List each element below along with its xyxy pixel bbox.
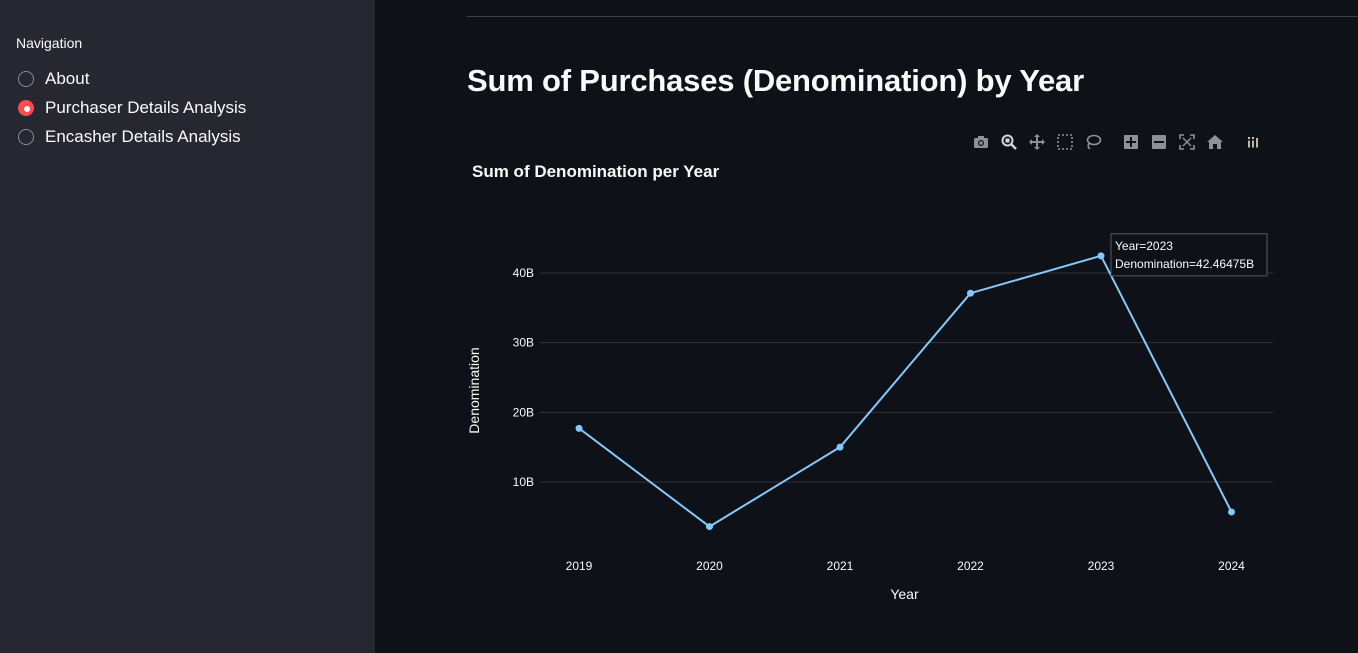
divider <box>467 16 1358 17</box>
chart-plot-area[interactable]: 10B 20B 30B 40B 2019 2020 2021 2022 2023 2024 Year… <box>467 150 1277 620</box>
nav-option-label: Encasher Details Analysis <box>45 127 241 146</box>
nav-option-encasher-details[interactable]: Encasher Details Analysis <box>18 127 241 147</box>
zoom-out-icon[interactable] <box>1148 131 1170 153</box>
nav-option-about[interactable]: About <box>18 69 89 89</box>
radio-encasher-details[interactable] <box>18 129 34 145</box>
radio-purchaser-details[interactable] <box>18 100 34 116</box>
x-axis-title: Year <box>890 586 919 602</box>
y-tick-label: 30B <box>513 336 534 350</box>
pan-icon[interactable] <box>1026 131 1048 153</box>
series-line[interactable] <box>578 254 1233 528</box>
page-title: Sum of Purchases (Denomination) by Year <box>467 63 1084 98</box>
zoom-icon[interactable] <box>998 131 1020 153</box>
zoom-in-icon[interactable] <box>1120 131 1142 153</box>
nav-option-label: About <box>45 69 90 88</box>
data-point[interactable] <box>706 523 713 531</box>
x-tick-label: 2019 <box>566 559 593 573</box>
chart-title: Sum of Denomination per Year <box>472 162 720 181</box>
data-point[interactable] <box>575 424 583 432</box>
chart-modebar <box>970 131 1270 153</box>
y-tick-label: 40B <box>513 266 534 280</box>
tooltip-line-2: Denomination=42.46475B <box>1115 257 1254 271</box>
x-tick-label: 2022 <box>957 559 984 573</box>
sidebar: Navigation About Purchaser Details Analy… <box>0 0 375 653</box>
x-tick-label: 2021 <box>827 559 854 573</box>
radio-about[interactable] <box>18 71 34 87</box>
autoscale-icon[interactable] <box>1176 131 1198 153</box>
data-point[interactable] <box>1228 508 1235 516</box>
nav-option-purchaser-details[interactable]: Purchaser Details Analysis <box>18 98 246 118</box>
nav-title: Navigation <box>16 35 83 51</box>
tooltip-line-1: Year=2023 <box>1115 239 1173 253</box>
reset-axes-icon[interactable] <box>1204 131 1226 153</box>
nav-option-label: Purchaser Details Analysis <box>45 98 247 117</box>
hover-tooltip <box>1110 233 1268 277</box>
x-tick-label: 2024 <box>1218 559 1245 573</box>
y-tick-label: 20B <box>513 405 534 419</box>
data-point[interactable] <box>967 289 974 297</box>
x-tick-label: 2020 <box>696 559 723 573</box>
data-point[interactable] <box>1097 252 1105 260</box>
box-select-icon[interactable] <box>1054 131 1076 153</box>
data-point[interactable] <box>836 443 844 451</box>
plotly-logo-icon[interactable] <box>1242 131 1264 153</box>
lasso-icon[interactable] <box>1082 131 1104 153</box>
x-tick-label: 2023 <box>1088 559 1115 573</box>
camera-icon[interactable] <box>970 131 992 153</box>
line-chart[interactable]: Sum of Denomination per Year 10B 20B 30B 40… <box>467 150 1277 620</box>
main-content: Sum of Purchases (Denomination) by Year <box>375 0 1358 653</box>
y-axis-title: Denomination <box>467 347 482 433</box>
y-tick-label: 10B <box>513 475 534 489</box>
